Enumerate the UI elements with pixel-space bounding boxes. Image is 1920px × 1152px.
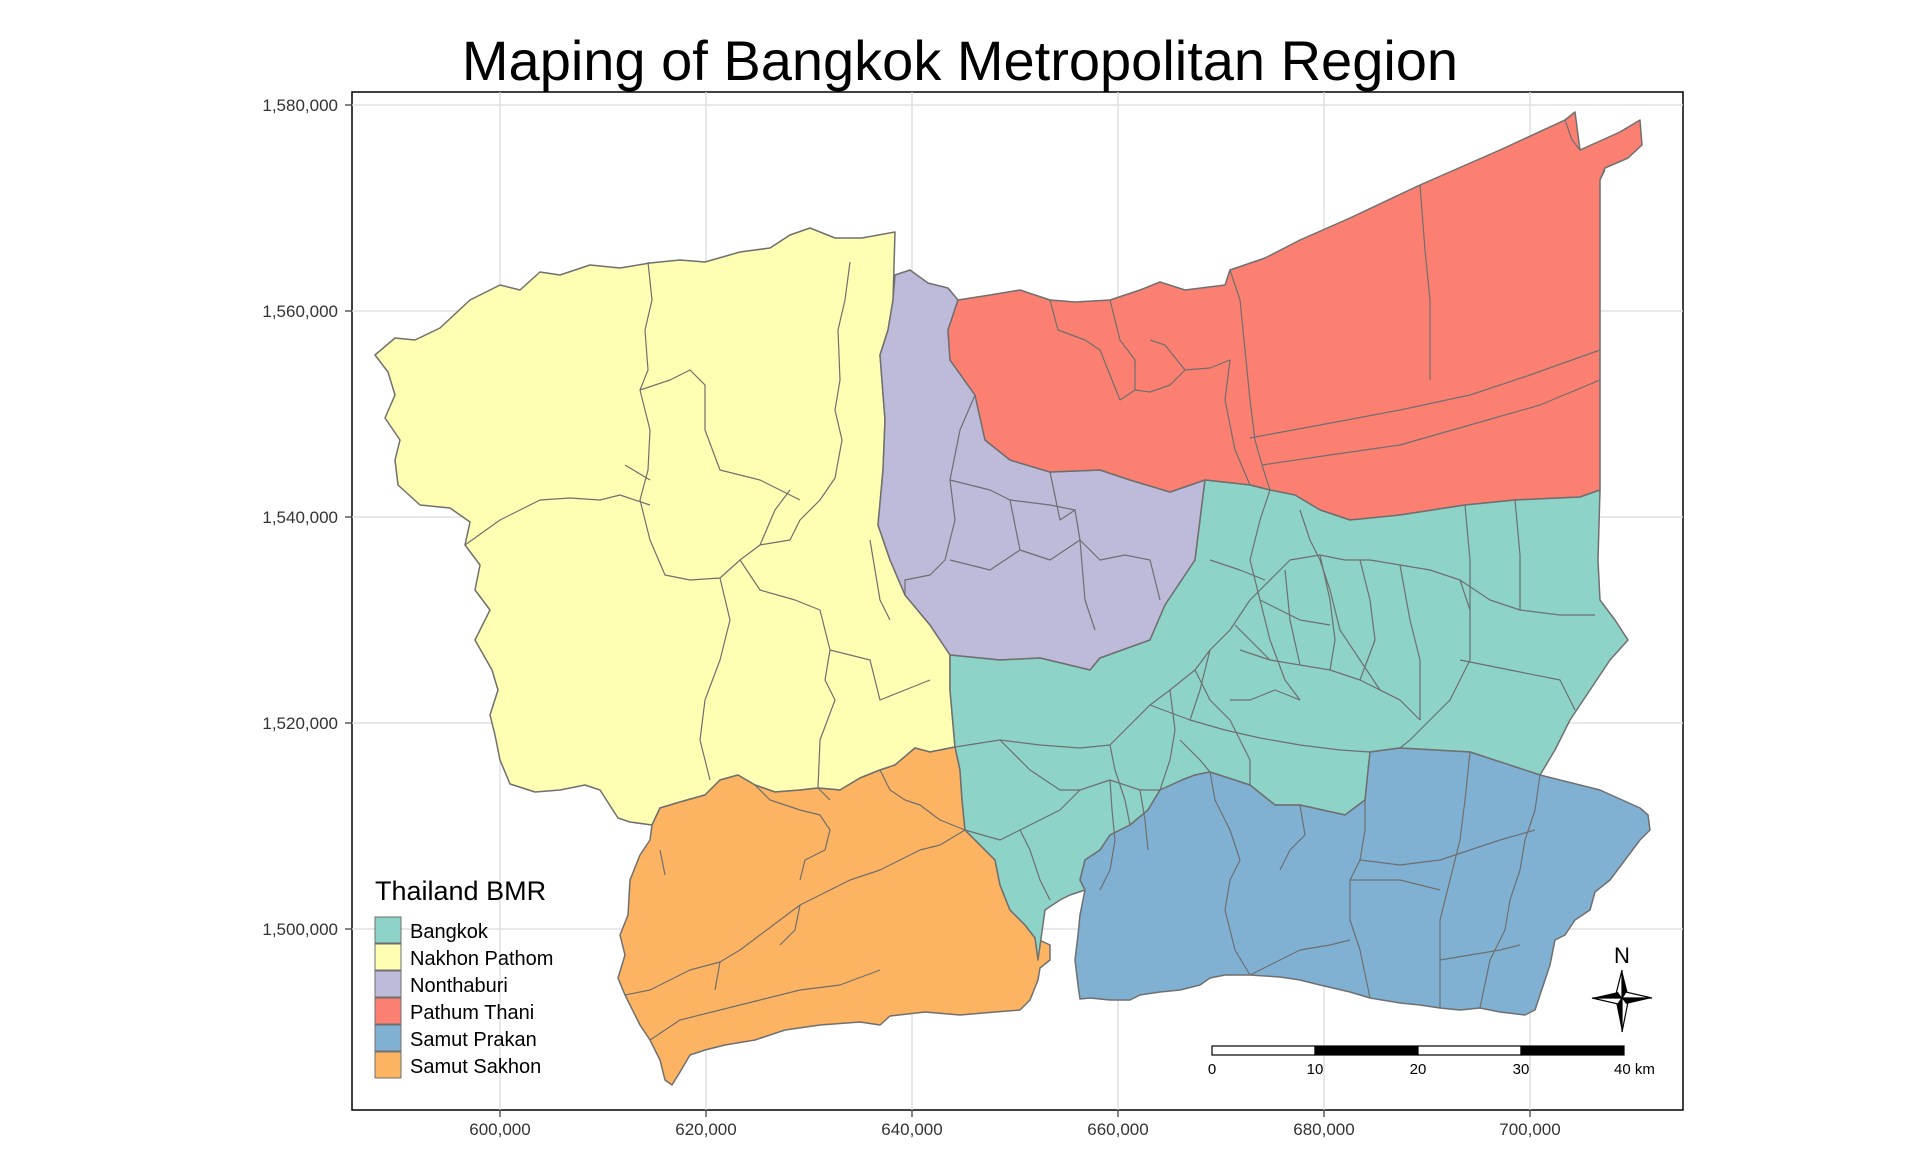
axis-ticks <box>345 104 1531 1117</box>
scale-bar-label: 20 <box>1410 1061 1427 1078</box>
legend-label-pathum-thani: Pathum Thani <box>410 1002 534 1024</box>
legend-swatch-nakhon-pathom <box>374 943 402 971</box>
x-tick-label: 660,000 <box>1087 1120 1148 1139</box>
x-tick-label: 680,000 <box>1293 1120 1354 1139</box>
x-tick-label: 600,000 <box>469 1120 530 1139</box>
district-boundaries <box>464 119 1606 1041</box>
legend-label-samut-prakan: Samut Prakan <box>410 1029 537 1051</box>
y-tick-label: 1,560,000 <box>262 302 338 321</box>
x-tick-label: 700,000 <box>1499 1120 1560 1139</box>
scale-bar-label: 40 km <box>1614 1061 1655 1078</box>
legend-label-samut-sakhon: Samut Sakhon <box>410 1056 541 1078</box>
legend-swatch-samut-sakhon <box>374 1051 402 1079</box>
scale-bar-label: 10 <box>1307 1061 1324 1078</box>
legend-title: Thailand BMR <box>375 876 546 906</box>
x-tick-label: 640,000 <box>881 1120 942 1139</box>
y-tick-label: 1,520,000 <box>262 714 338 733</box>
x-tick-label: 620,000 <box>675 1120 736 1139</box>
legend-label-nonthaburi: Nonthaburi <box>410 975 508 997</box>
y-tick-label: 1,580,000 <box>262 96 338 115</box>
north-arrow-icon: N <box>1591 943 1653 1033</box>
province-pathum-thani <box>947 111 1643 521</box>
legend-swatch-samut-prakan <box>374 1024 402 1052</box>
legend-swatch-bangkok <box>374 916 402 944</box>
legend-swatch-pathum-thani <box>374 997 402 1025</box>
y-tick-label: 1,540,000 <box>262 508 338 527</box>
north-arrow-label: N <box>1614 943 1630 968</box>
scale-bar-label: 30 <box>1513 1061 1530 1078</box>
province-samut-sakhon <box>617 746 1051 1086</box>
legend-label-bangkok: Bangkok <box>410 921 489 943</box>
legend-swatch-nonthaburi <box>374 970 402 998</box>
map-title: Maping of Bangkok Metropolitan Region <box>461 29 1459 92</box>
scale-bar: 0 10 20 30 40 km <box>1208 1045 1655 1078</box>
legend: Thailand BMR Bangkok Nakhon Pathom Nonth… <box>374 876 553 1079</box>
scale-bar-label: 0 <box>1208 1061 1216 1078</box>
legend-label-nakhon-pathom: Nakhon Pathom <box>410 948 553 970</box>
y-tick-label: 1,500,000 <box>262 920 338 939</box>
